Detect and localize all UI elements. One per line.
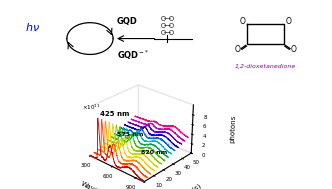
Text: $h\nu$: $h\nu$ xyxy=(25,21,40,33)
Text: GQD: GQD xyxy=(117,17,138,26)
X-axis label: Wavelength
(nm): Wavelength (nm) xyxy=(76,180,120,189)
Text: 1,2-dioxetanedione: 1,2-dioxetanedione xyxy=(235,64,296,69)
Text: O: O xyxy=(286,17,292,26)
Text: O: O xyxy=(239,17,245,26)
Text: $\times10^{11}$: $\times10^{11}$ xyxy=(82,103,100,112)
Y-axis label: Time (s): Time (s) xyxy=(175,183,202,189)
Text: O: O xyxy=(235,45,241,54)
Text: O: O xyxy=(290,45,296,54)
Text: GQD$^{-*}$: GQD$^{-*}$ xyxy=(117,49,149,62)
